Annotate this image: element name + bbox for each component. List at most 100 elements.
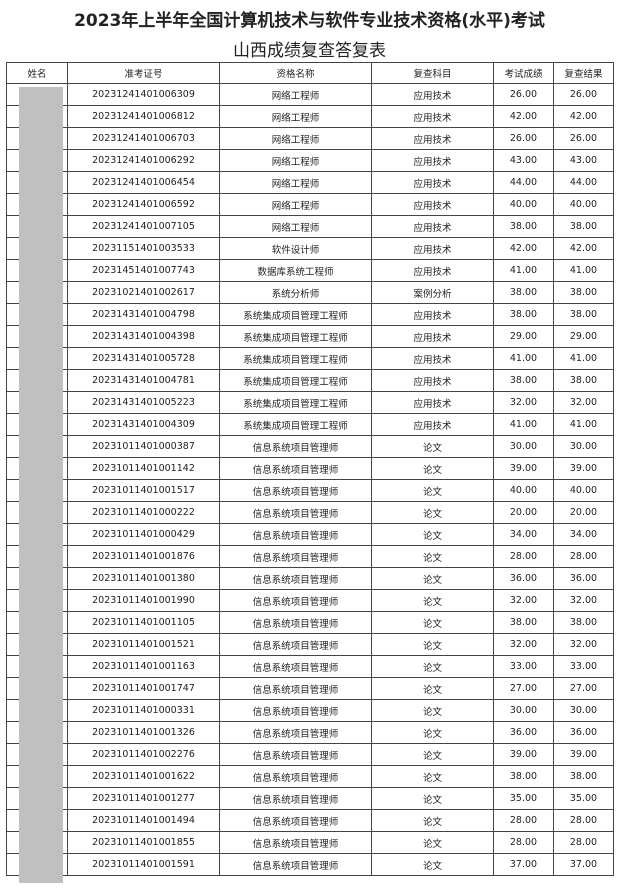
cell-exam-id: 20231241401006812 bbox=[67, 105, 220, 128]
cell-qualification: 信息系统项目管理师 bbox=[219, 677, 372, 700]
cell-subject: 应用技术 bbox=[371, 303, 494, 326]
cell-review-result: 26.00 bbox=[553, 127, 614, 150]
cell-exam-id: 20231011401001747 bbox=[67, 677, 220, 700]
redacted-names-block bbox=[19, 87, 63, 883]
cell-score: 40.00 bbox=[493, 193, 554, 216]
cell-score: 36.00 bbox=[493, 721, 554, 744]
cell-exam-id: 20231241401006454 bbox=[67, 171, 220, 194]
cell-subject: 应用技术 bbox=[371, 325, 494, 348]
table-row: 20231011401001517 信息系统项目管理师 论文 40.00 40.00 bbox=[6, 479, 614, 502]
cell-qualification: 信息系统项目管理师 bbox=[219, 633, 372, 656]
cell-review-result: 38.00 bbox=[553, 215, 614, 238]
table-header-row: 姓名 准考证号 资格名称 复查科目 考试成绩 复查结果 bbox=[6, 62, 614, 84]
table-row: 20231431401004309 系统集成项目管理工程师 应用技术 41.00 41.… bbox=[6, 413, 614, 436]
cell-subject: 论文 bbox=[371, 479, 494, 502]
cell-review-result: 41.00 bbox=[553, 259, 614, 282]
cell-exam-id: 20231431401004781 bbox=[67, 369, 220, 392]
cell-qualification: 软件设计师 bbox=[219, 237, 372, 260]
cell-exam-id: 20231011401001277 bbox=[67, 787, 220, 810]
cell-subject: 论文 bbox=[371, 523, 494, 546]
cell-qualification: 信息系统项目管理师 bbox=[219, 831, 372, 854]
cell-qualification: 系统集成项目管理工程师 bbox=[219, 325, 372, 348]
cell-score: 34.00 bbox=[493, 523, 554, 546]
cell-review-result: 20.00 bbox=[553, 501, 614, 524]
cell-score: 43.00 bbox=[493, 149, 554, 172]
cell-review-result: 32.00 bbox=[553, 633, 614, 656]
cell-review-result: 38.00 bbox=[553, 281, 614, 304]
cell-qualification: 网络工程师 bbox=[219, 105, 372, 128]
table-row: 20231241401007105 网络工程师 应用技术 38.00 38.00 bbox=[6, 215, 614, 238]
table-row: 20231241401006454 网络工程师 应用技术 44.00 44.00 bbox=[6, 171, 614, 194]
cell-review-result: 38.00 bbox=[553, 369, 614, 392]
table-row: 20231011401001876 信息系统项目管理师 论文 28.00 28.00 bbox=[6, 545, 614, 568]
cell-exam-id: 20231011401001622 bbox=[67, 765, 220, 788]
cell-qualification: 信息系统项目管理师 bbox=[219, 567, 372, 590]
table-row: 20231011401001855 信息系统项目管理师 论文 28.00 28.00 bbox=[6, 831, 614, 854]
cell-subject: 应用技术 bbox=[371, 215, 494, 238]
cell-review-result: 28.00 bbox=[553, 831, 614, 854]
table-row: 20231011401001622 信息系统项目管理师 论文 38.00 38.00 bbox=[6, 765, 614, 788]
table-row: 20231011401000429 信息系统项目管理师 论文 34.00 34.00 bbox=[6, 523, 614, 546]
cell-subject: 论文 bbox=[371, 765, 494, 788]
cell-exam-id: 20231241401006703 bbox=[67, 127, 220, 150]
cell-subject: 应用技术 bbox=[371, 193, 494, 216]
cell-qualification: 信息系统项目管理师 bbox=[219, 435, 372, 458]
cell-exam-id: 20231011401000387 bbox=[67, 435, 220, 458]
cell-score: 38.00 bbox=[493, 281, 554, 304]
cell-review-result: 35.00 bbox=[553, 787, 614, 810]
table-row: 20231241401006309 网络工程师 应用技术 26.00 26.00 bbox=[6, 83, 614, 106]
cell-subject: 论文 bbox=[371, 721, 494, 744]
cell-review-result: 28.00 bbox=[553, 809, 614, 832]
cell-exam-id: 20231011401001494 bbox=[67, 809, 220, 832]
cell-qualification: 系统分析师 bbox=[219, 281, 372, 304]
cell-subject: 论文 bbox=[371, 831, 494, 854]
cell-review-result: 34.00 bbox=[553, 523, 614, 546]
cell-subject: 应用技术 bbox=[371, 237, 494, 260]
table-row: 20231011401001494 信息系统项目管理师 论文 28.00 28.00 bbox=[6, 809, 614, 832]
cell-score: 38.00 bbox=[493, 369, 554, 392]
cell-review-result: 39.00 bbox=[553, 457, 614, 480]
cell-subject: 论文 bbox=[371, 545, 494, 568]
cell-score: 41.00 bbox=[493, 347, 554, 370]
column-header-subject: 复查科目 bbox=[371, 62, 494, 84]
cell-qualification: 网络工程师 bbox=[219, 149, 372, 172]
cell-subject: 论文 bbox=[371, 633, 494, 656]
cell-review-result: 44.00 bbox=[553, 171, 614, 194]
cell-score: 40.00 bbox=[493, 479, 554, 502]
table-row: 20231431401005223 系统集成项目管理工程师 应用技术 32.00 32.… bbox=[6, 391, 614, 414]
cell-score: 33.00 bbox=[493, 655, 554, 678]
cell-qualification: 信息系统项目管理师 bbox=[219, 765, 372, 788]
cell-subject: 应用技术 bbox=[371, 171, 494, 194]
table-row: 20231011401001380 信息系统项目管理师 论文 36.00 36.00 bbox=[6, 567, 614, 590]
cell-review-result: 30.00 bbox=[553, 435, 614, 458]
table-row: 20231011401001277 信息系统项目管理师 论文 35.00 35.00 bbox=[6, 787, 614, 810]
cell-score: 37.00 bbox=[493, 853, 554, 876]
table-row: 20231011401001142 信息系统项目管理师 论文 39.00 39.00 bbox=[6, 457, 614, 480]
cell-review-result: 36.00 bbox=[553, 567, 614, 590]
table-row: 20231431401004398 系统集成项目管理工程师 应用技术 29.00 29.… bbox=[6, 325, 614, 348]
cell-score: 38.00 bbox=[493, 303, 554, 326]
cell-qualification: 信息系统项目管理师 bbox=[219, 787, 372, 810]
cell-qualification: 信息系统项目管理师 bbox=[219, 721, 372, 744]
cell-exam-id: 20231011401001855 bbox=[67, 831, 220, 854]
cell-review-result: 29.00 bbox=[553, 325, 614, 348]
cell-qualification: 信息系统项目管理师 bbox=[219, 743, 372, 766]
cell-exam-id: 20231431401005223 bbox=[67, 391, 220, 414]
cell-exam-id: 20231431401004309 bbox=[67, 413, 220, 436]
cell-qualification: 信息系统项目管理师 bbox=[219, 479, 372, 502]
cell-score: 30.00 bbox=[493, 699, 554, 722]
cell-review-result: 28.00 bbox=[553, 545, 614, 568]
cell-score: 38.00 bbox=[493, 765, 554, 788]
table-row: 20231241401006592 网络工程师 应用技术 40.00 40.00 bbox=[6, 193, 614, 216]
cell-score: 38.00 bbox=[493, 215, 554, 238]
cell-score: 32.00 bbox=[493, 589, 554, 612]
cell-exam-id: 20231021401002617 bbox=[67, 281, 220, 304]
cell-subject: 论文 bbox=[371, 699, 494, 722]
document-subtitle: 山西成绩复查答复表 bbox=[233, 41, 386, 61]
cell-qualification: 信息系统项目管理师 bbox=[219, 699, 372, 722]
cell-score: 28.00 bbox=[493, 809, 554, 832]
cell-subject: 论文 bbox=[371, 787, 494, 810]
cell-subject: 案例分析 bbox=[371, 281, 494, 304]
cell-exam-id: 20231431401004398 bbox=[67, 325, 220, 348]
cell-qualification: 网络工程师 bbox=[219, 193, 372, 216]
